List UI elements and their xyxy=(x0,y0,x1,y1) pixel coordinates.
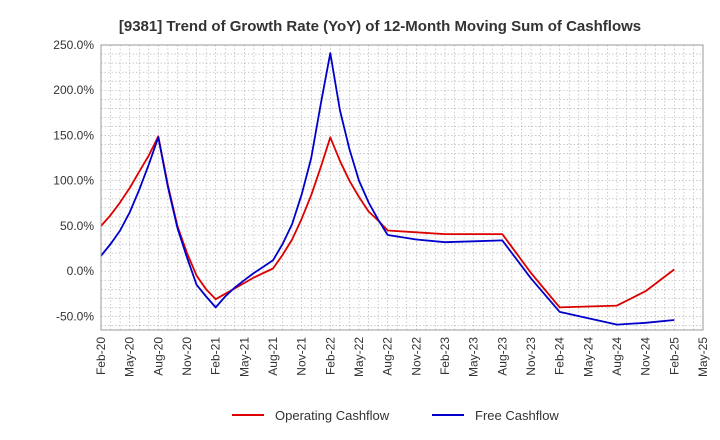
y-tick-label: 100.0% xyxy=(53,174,94,188)
legend: Operating Cashflow Free Cashflow xyxy=(232,408,559,423)
y-tick-label: 150.0% xyxy=(53,128,94,142)
y-tick-label: 0.0% xyxy=(67,264,95,278)
x-tick-label: Aug-24 xyxy=(610,337,624,376)
series-line-operating-cashflow xyxy=(100,135,675,309)
x-tick-label: Aug-22 xyxy=(381,337,395,376)
y-tick-label: 250.0% xyxy=(53,38,94,52)
x-tick-label: Feb-22 xyxy=(323,337,337,375)
series-lines xyxy=(100,52,675,326)
legend-label-free-cashflow: Free Cashflow xyxy=(475,408,559,423)
x-tick-label: May-23 xyxy=(467,337,481,377)
x-tick-label: Nov-24 xyxy=(639,337,653,376)
plot-area xyxy=(100,44,704,331)
y-tick-label: 200.0% xyxy=(53,83,94,97)
legend-label-operating-cashflow: Operating Cashflow xyxy=(275,408,390,423)
x-tick-label: Aug-23 xyxy=(495,337,509,376)
x-tick-label: Feb-21 xyxy=(209,337,223,375)
x-tick-label: May-21 xyxy=(237,337,251,377)
x-axis: Feb-20 May-20 Aug-20 Nov-20 Feb-21 May-21 Aug-… xyxy=(94,337,710,377)
x-tick-label: Aug-21 xyxy=(266,337,280,376)
x-tick-label: Feb-24 xyxy=(553,337,567,375)
y-axis: 250.0% 200.0% 150.0% 100.0% 50.0% 0.0% -50.0% xyxy=(53,38,94,323)
x-tick-label: Feb-20 xyxy=(94,337,108,375)
x-tick-label: May-22 xyxy=(352,337,366,377)
x-tick-label: May-24 xyxy=(581,337,595,377)
x-tick-label: Feb-23 xyxy=(438,337,452,375)
x-tick-label: Nov-22 xyxy=(409,337,423,376)
chart-title: [9381] Trend of Growth Rate (YoY) of 12-… xyxy=(119,18,641,35)
series-line-free-cashflow xyxy=(100,52,675,326)
x-tick-label: Nov-20 xyxy=(180,337,194,376)
x-tick-label: May-20 xyxy=(123,337,137,377)
x-tick-label: Nov-23 xyxy=(524,337,538,376)
x-tick-label: Nov-21 xyxy=(295,337,309,376)
grid xyxy=(101,45,703,330)
x-tick-label: Aug-20 xyxy=(151,337,165,376)
y-tick-label: -50.0% xyxy=(56,309,94,323)
y-tick-label: 50.0% xyxy=(60,219,94,233)
x-tick-label: May-25 xyxy=(696,337,710,377)
x-tick-label: Feb-25 xyxy=(667,337,681,375)
